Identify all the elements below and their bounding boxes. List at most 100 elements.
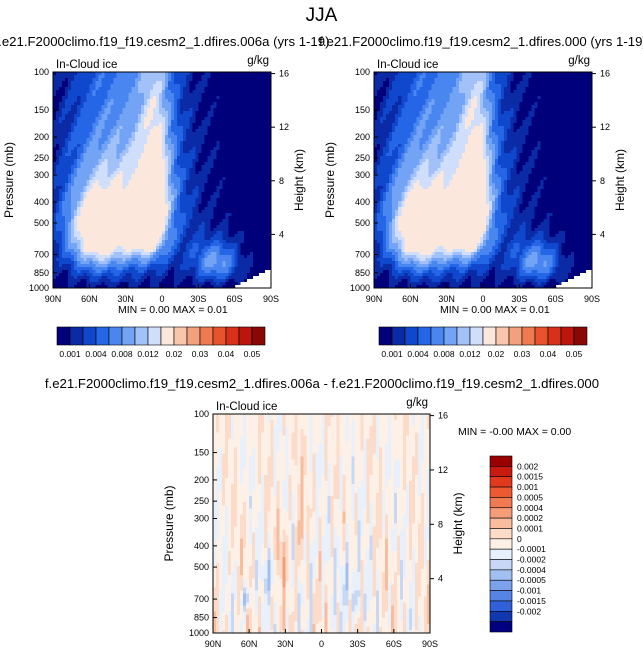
panel-2-ytick: 850 (355, 268, 370, 278)
panel-1-ytick: 850 (34, 268, 49, 278)
panel-1-ytick: 150 (34, 105, 49, 115)
panel-2-units: g/kg (568, 55, 590, 67)
panel-1-colorbar-label: 0.05 (244, 349, 261, 359)
panel-diff-colorbar-label: 0.0002 (517, 513, 543, 523)
panel-diff-xtick: 0 (319, 639, 324, 649)
panel-2-colorbar-label: 0.03 (514, 349, 531, 359)
panel-1-ytick-right: 8 (279, 176, 284, 186)
panel-1-xtick: 90N (45, 294, 62, 304)
panel-1-colorbar: 0.001 0.004 0.008 0.012 0.02 0.03 0.04 0.05 (56, 326, 266, 359)
panel-diff-colorbar-label: -0.0002 (517, 555, 546, 565)
panel-1-ytick: 700 (34, 250, 49, 260)
panel-2-xtick: 0 (480, 294, 485, 304)
panel-2-ytick: 400 (355, 197, 370, 207)
panel-2-ytick: 200 (355, 132, 370, 142)
panel-2-ytick-right: 4 (600, 229, 605, 239)
panel-diff-colorbar-label: -0.0001 (517, 544, 546, 554)
panel-2-colorbar-label: 0.004 (407, 349, 429, 359)
panel-1-xtick: 30S (190, 294, 206, 304)
panel-diff-xtick: 30S (350, 639, 366, 649)
panel-diff-ytick: 150 (194, 448, 209, 458)
panel-1-xtick: 60N (81, 294, 98, 304)
panel-2-ytick: 150 (355, 105, 370, 115)
panel-2-ytick-right: 8 (600, 176, 605, 186)
panel-1-field (53, 72, 272, 289)
panel-1-ytick: 300 (34, 170, 49, 180)
panel-diff-colorbar-label: 0 (517, 534, 522, 544)
panel-1-ytick: 100 (34, 67, 49, 77)
panel-diff-stats: MIN = -0.00 MAX = 0.00 (458, 426, 571, 438)
panel-1-xtick: 60S (227, 294, 243, 304)
panel-1-xtick: 0 (159, 294, 164, 304)
panel-1-colorbar-label: 0.004 (85, 349, 107, 359)
panel-1-stats: MIN = 0.00 MAX = 0.01 (118, 304, 228, 316)
panel-1-ylabel-right: Height (km) (292, 149, 306, 211)
panel-2: In-Cloud ice g/kg 90N 60N 30N 0 30S 60S 90S 100 15… (323, 55, 627, 359)
panel-1-xtick: 30N (117, 294, 134, 304)
panel-diff-colorbar-label: 0.0001 (517, 523, 543, 533)
panel-2-xtick: 90S (584, 294, 600, 304)
panel-diff-colorbar-label: -0.002 (517, 606, 541, 616)
panel-1-ytick-right: 4 (279, 229, 284, 239)
panel-diff-field (213, 414, 431, 634)
panel-diff-ytick: 500 (194, 562, 209, 572)
panel-2-ytick: 100 (355, 67, 370, 77)
panel-diff-ytick-right: 12 (438, 465, 448, 475)
panel-diff-colorbar: 0.0020.00150.0010.00050.00040.00020.0001… (489, 455, 546, 633)
panel-2-colorbar-label: 0.008 (433, 349, 455, 359)
panel-2-ytick: 700 (355, 250, 370, 260)
panel-diff-xtick: 60S (386, 639, 402, 649)
panel-diff-colorbar-label: -0.0015 (517, 596, 546, 606)
panel-1-ytick: 200 (34, 132, 49, 142)
panel-diff-colorbar-label: -0.0004 (517, 565, 546, 575)
panel-2-colorbar-label: 0.012 (459, 349, 481, 359)
panel-diff-xtick: 90N (205, 639, 222, 649)
panel-2-xtick: 60N (402, 294, 419, 304)
panel-2-xtick: 90N (366, 294, 383, 304)
panel-1: In-Cloud ice g/kg 90N 60N 30N 0 30S 60S 90S 100 15… (2, 55, 306, 359)
panel-1-field-label: In-Cloud ice (56, 59, 117, 71)
panel-diff-xtick: 90S (422, 639, 438, 649)
panel-diff-ytick-right: 8 (438, 519, 443, 529)
panel-2-ytick: 1000 (350, 283, 370, 293)
panel-diff-ytick: 250 (194, 496, 209, 506)
panel-2-colorbar: 0.001 0.004 0.008 0.012 0.02 0.03 0.04 0.05 (378, 326, 588, 359)
panel-diff-ytick-right: 16 (438, 411, 448, 421)
panel-diff-ylabel-right: Height (km) (451, 492, 465, 554)
panel-1-title: f.e21.F2000climo.f19_f19.cesm2_1.dfires.… (0, 34, 330, 49)
figure-title: JJA (306, 5, 338, 26)
panel-1-colorbar-label: 0.03 (192, 349, 209, 359)
panel-1-ytick: 400 (34, 197, 49, 207)
panel-2-colorbar-label: 0.04 (540, 349, 557, 359)
panel-2-field (374, 72, 593, 289)
panel-diff-ylabel: Pressure (mb) (162, 485, 176, 561)
panel-diff-xtick: 30N (277, 639, 294, 649)
panel-1-colorbar-label: 0.012 (137, 349, 159, 359)
panel-1-colorbar-label: 0.008 (111, 349, 133, 359)
panel-2-ylabel-right: Height (km) (613, 149, 627, 211)
panel-2-ylabel: Pressure (mb) (323, 142, 337, 218)
panel-diff-colorbar-label: 0.0004 (517, 503, 543, 513)
panel-diff-ytick: 400 (194, 541, 209, 551)
panel-diff: In-Cloud ice g/kg 90N 60N 30N 0 30S 60S 90S 100 15… (162, 397, 571, 649)
panel-1-ytick: 500 (34, 218, 49, 228)
panel-1-colorbar-label: 0.02 (166, 349, 183, 359)
panel-2-ytick: 250 (355, 153, 370, 163)
panel-2-ytick: 500 (355, 218, 370, 228)
panel-1-ytick: 1000 (29, 283, 49, 293)
panel-diff-colorbar-label: -0.001 (517, 586, 541, 596)
panel-1-colorbar-label: 0.001 (59, 349, 81, 359)
panel-2-xtick: 30S (511, 294, 527, 304)
panel-1-units: g/kg (247, 55, 269, 67)
panel-diff-ytick: 300 (194, 513, 209, 523)
panel-diff-title: f.e21.F2000climo.f19_f19.cesm2_1.dfires.… (45, 376, 599, 391)
panel-2-colorbar-label: 0.02 (488, 349, 505, 359)
panel-1-ytick-right: 16 (279, 69, 289, 79)
panel-2-title: f.e21.F2000climo.f19_f19.cesm2_1.dfires.… (319, 34, 643, 49)
panel-2-ytick-right: 12 (600, 122, 610, 132)
panel-diff-ytick: 100 (194, 409, 209, 419)
panel-2-ytick-right: 16 (600, 69, 610, 79)
panel-2-stats: MIN = 0.00 MAX = 0.01 (440, 304, 550, 316)
panel-2-colorbar-label: 0.05 (566, 349, 583, 359)
